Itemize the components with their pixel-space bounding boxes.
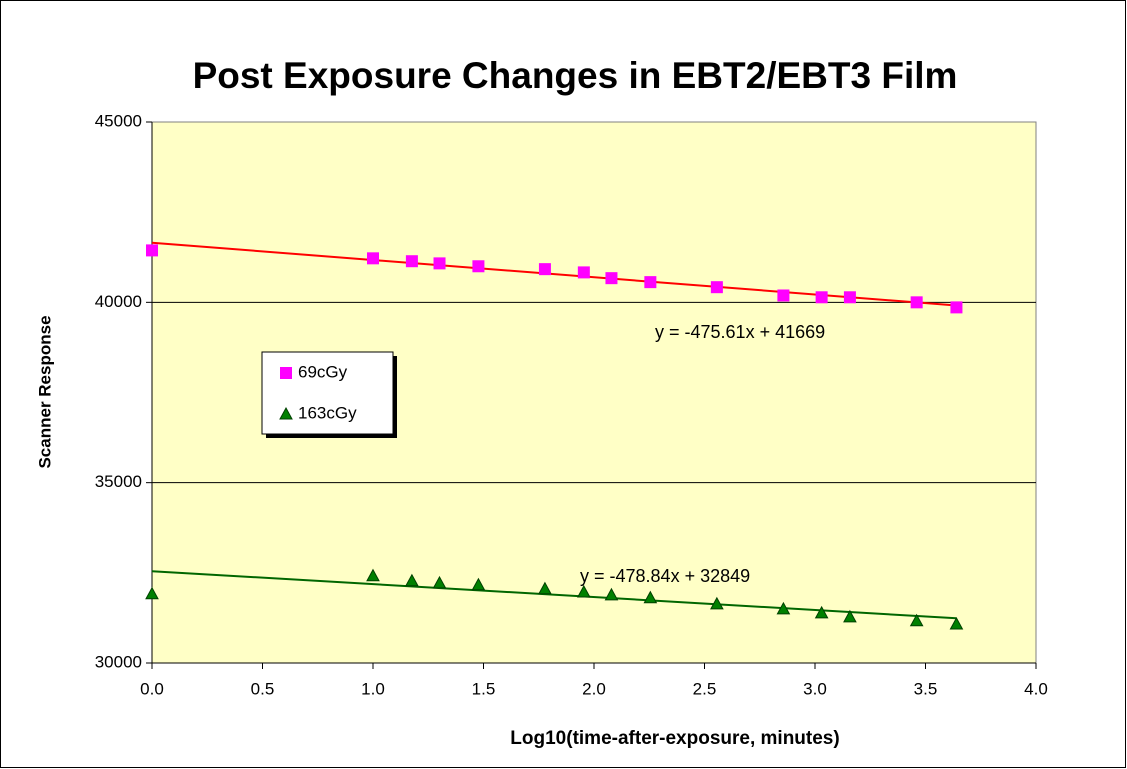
square-marker (433, 257, 446, 270)
y-tick-label: 35000 (95, 472, 142, 491)
triangle-marker (279, 406, 293, 420)
y-tick-label: 30000 (95, 652, 142, 671)
square-marker (538, 263, 551, 276)
triangle-marker (776, 601, 791, 615)
triangle-marker (710, 596, 724, 610)
legend-label: 163cGy (298, 403, 357, 422)
y-tick-label: 45000 (95, 111, 142, 130)
triangle-marker (949, 617, 964, 630)
triangle-marker (471, 577, 486, 591)
square-marker (644, 276, 657, 289)
square-marker (777, 289, 790, 302)
triangle-marker (405, 573, 419, 587)
legend-label: 69cGy (298, 362, 348, 381)
triangle-marker (366, 568, 380, 582)
x-tick-label: 3.0 (803, 679, 827, 698)
triangle-marker (145, 586, 159, 600)
square-marker (815, 291, 828, 304)
triangle-marker (432, 575, 447, 589)
x-tick-label: 1.5 (472, 679, 496, 698)
trend-equation: y = -478.84x + 32849 (580, 566, 750, 586)
triangle-marker (843, 609, 857, 623)
legend-box (261, 351, 394, 435)
square-marker (843, 291, 856, 304)
x-tick-label: 3.5 (914, 679, 938, 698)
square-marker (405, 255, 418, 268)
x-tick-label: 4.0 (1024, 679, 1048, 698)
triangle-marker (643, 590, 658, 604)
triangle-marker (576, 584, 591, 598)
y-axis-title: Scanner Response (35, 315, 54, 468)
triangle-marker (604, 587, 619, 601)
triangle-marker (814, 605, 829, 619)
chart-title: Post Exposure Changes in EBT2/EBT3 Film (193, 55, 958, 96)
square-marker (605, 272, 618, 285)
square-marker (577, 266, 590, 279)
x-tick-label: 0.0 (140, 679, 164, 698)
x-tick-label: 2.5 (693, 679, 717, 698)
square-marker (950, 301, 963, 314)
x-axis-title: Log10(time-after-exposure, minutes) (510, 728, 839, 749)
square-marker (280, 367, 292, 379)
square-marker (710, 281, 723, 294)
triangle-marker (909, 613, 924, 627)
trend-equation: y = -475.61x + 41669 (655, 322, 825, 342)
triangle-marker (538, 581, 552, 595)
square-marker (472, 260, 485, 273)
square-marker (367, 252, 379, 265)
y-tick-label: 40000 (95, 292, 142, 311)
x-tick-label: 2.0 (582, 679, 606, 698)
square-marker (910, 296, 923, 309)
square-marker (146, 244, 158, 257)
x-tick-label: 0.5 (251, 679, 275, 698)
x-tick-label: 1.0 (361, 679, 385, 698)
